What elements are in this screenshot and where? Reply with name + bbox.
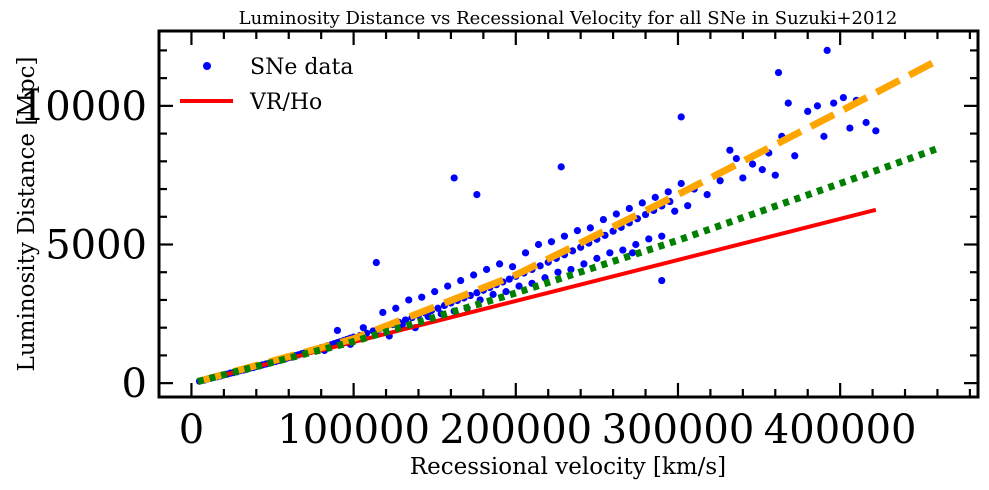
scatter-point-165: [862, 118, 870, 127]
scatter-point-162: [839, 93, 847, 102]
scatter-point-135: [625, 204, 633, 213]
scatter-point-173: [823, 46, 831, 55]
scatter-point-172: [774, 68, 783, 77]
scatter-point-142: [671, 207, 679, 215]
series-layer: [195, 46, 943, 385]
x-tick-label-1: 100000: [277, 407, 430, 453]
scatter-point-75: [536, 262, 544, 270]
scatter-point-116: [502, 288, 510, 296]
scatter-point-154: [771, 171, 779, 179]
series-line-3: [197, 144, 942, 385]
x-tick-label-3: 300000: [602, 407, 755, 453]
scatter-point-167: [372, 258, 380, 267]
tick-labels-layer: 0 100000 200000 300000 400000 0 5000 10000: [20, 84, 917, 453]
legend-label-vr: VR/Ho: [249, 90, 322, 115]
scatter-point-117: [508, 263, 517, 271]
scatter-point-141: [664, 188, 672, 196]
scatter-point-157: [791, 152, 799, 160]
y-tick-label-0: 0: [122, 361, 147, 407]
scatter-point-111: [470, 271, 478, 279]
ticks-layer: [157, 31, 978, 397]
scatter-point-159: [813, 102, 822, 110]
scatter-point-137: [638, 199, 646, 207]
scatter-point-121: [534, 240, 543, 249]
scatter-point-174: [658, 276, 666, 285]
scatter-point-128: [580, 260, 588, 268]
y-tick-label-2: 10000: [20, 84, 147, 130]
scatter-point-139: [651, 193, 659, 201]
y-axis-label: Luminosity Distance [Mpc]: [14, 57, 40, 372]
scatter-point-140: [658, 232, 666, 240]
scatter-point-95: [359, 324, 367, 332]
scatter-point-79: [568, 247, 577, 255]
scatter-point-132: [606, 249, 614, 257]
legend-marker-sne: [203, 62, 211, 70]
scatter-point-127: [573, 227, 582, 235]
scatter-point-119: [521, 249, 530, 257]
scatter-point-93: [333, 326, 341, 335]
scatter-point-138: [645, 235, 653, 243]
scatter-point-71: [505, 275, 513, 283]
x-tick-label-4: 400000: [764, 407, 917, 453]
scatter-point-134: [619, 246, 627, 254]
scatter-point-144: [684, 202, 692, 210]
scatter-point-60: [434, 304, 442, 312]
scatter-point-97: [379, 308, 387, 317]
scatter-point-125: [560, 232, 569, 240]
scatter-point-150: [739, 174, 747, 182]
scatter-point-171: [677, 113, 685, 121]
scatter-point-113: [483, 265, 491, 274]
scatter-point-148: [726, 146, 734, 154]
scatter-point-160: [820, 132, 828, 140]
scatter-point-131: [599, 215, 607, 224]
scatter-point-136: [632, 240, 640, 249]
scatter-point-130: [593, 254, 601, 262]
scatter-point-133: [612, 210, 620, 218]
scatter-point-124: [554, 268, 562, 276]
x-tick-label-0: 0: [179, 407, 204, 453]
scatter-point-152: [758, 166, 766, 174]
scatter-point-156: [784, 99, 792, 107]
scatter-point-129: [586, 224, 594, 232]
legend-label-sne: SNe data: [250, 55, 354, 80]
scatter-point-109: [457, 276, 465, 285]
scatter-point-163: [846, 124, 854, 132]
scatter-point-105: [431, 288, 439, 296]
plot-frame: [157, 29, 980, 399]
scatter-point-158: [804, 107, 812, 116]
x-axis-label: Recessional velocity [km/s]: [410, 454, 726, 480]
scatter-point-123: [547, 238, 556, 246]
scatter-point-101: [405, 296, 413, 304]
scatter-point-146: [703, 190, 711, 199]
scatter-point-147: [716, 177, 724, 185]
scatter-point-66: [473, 289, 481, 297]
scatter-point-143: [677, 179, 685, 188]
y-tick-label-1: 5000: [45, 223, 147, 269]
scatter-point-149: [732, 154, 740, 163]
x-tick-label-2: 200000: [439, 407, 592, 453]
scatter-point-166: [872, 127, 880, 135]
scatter-point-151: [748, 160, 757, 168]
scatter-point-161: [830, 99, 838, 107]
scatter-point-170: [557, 163, 565, 171]
chart-title: Luminosity Distance vs Recessional Veloc…: [239, 8, 898, 29]
scatter-point-99: [392, 304, 400, 312]
scatter-point-115: [495, 260, 504, 268]
scatter-point-107: [444, 282, 452, 290]
scatter-point-114: [489, 290, 497, 299]
scatter-point-103: [418, 293, 426, 301]
scatter-point-168: [450, 174, 458, 182]
legend: SNe data VR/Ho: [180, 55, 354, 115]
scatter-point-126: [567, 265, 575, 274]
scatter-point-175: [628, 249, 637, 257]
scatter-point-169: [473, 190, 481, 199]
